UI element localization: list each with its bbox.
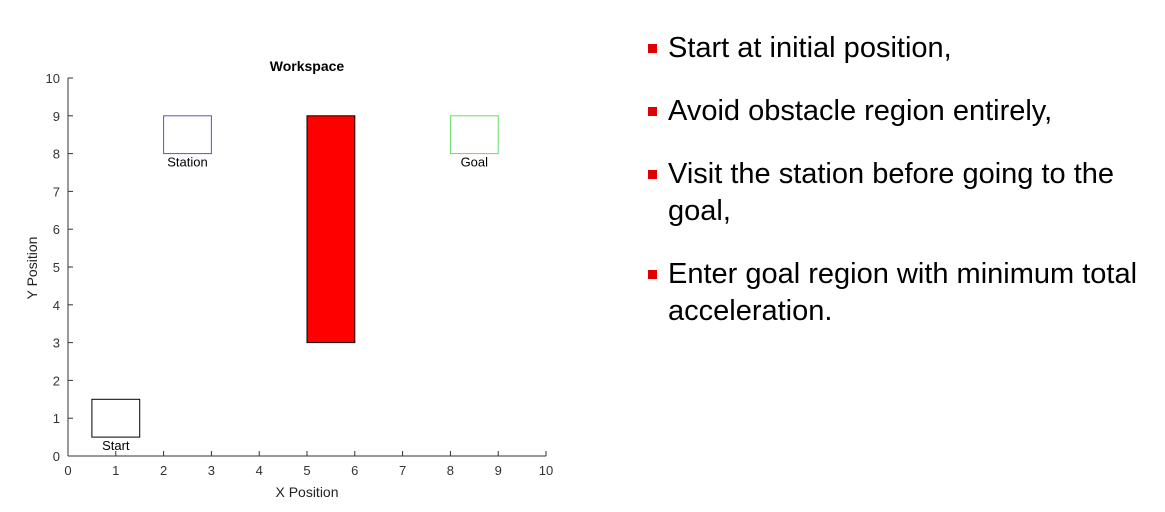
obstacle-region	[306, 115, 356, 344]
y-tick-label: 7	[53, 184, 60, 199]
requirement-text: Avoid obstacle region entirely,	[668, 95, 1053, 127]
y-tick-label: 4	[53, 298, 60, 313]
x-tick-label: 5	[303, 463, 310, 478]
x-tick-label: 1	[112, 463, 119, 478]
requirement-item: Avoid obstacle region entirely,	[648, 93, 1153, 130]
start-label: Start	[102, 438, 130, 453]
requirements-list: Start at initial position, Avoid obstacl…	[648, 30, 1153, 356]
chart-title: Workspace	[270, 58, 345, 74]
y-tick-label: 1	[53, 411, 60, 426]
bullet-square-icon	[648, 170, 657, 179]
station-region	[163, 115, 212, 155]
y-tick-label: 9	[53, 109, 60, 124]
goal-region	[449, 115, 499, 155]
y-tick-label: 6	[53, 222, 60, 237]
bullet-square-icon	[648, 107, 657, 116]
x-tick-label: 10	[539, 463, 553, 478]
y-tick-label: 0	[53, 449, 60, 464]
x-tick-label: 4	[256, 463, 263, 478]
start-region	[91, 398, 141, 438]
y-tick-label: 3	[53, 336, 60, 351]
x-tick-label: 3	[208, 463, 215, 478]
bullet-square-icon	[648, 44, 657, 53]
y-tick-label: 5	[53, 260, 60, 275]
requirement-item: Visit the station before going to the go…	[648, 156, 1153, 230]
regions: Start Station Goal	[91, 115, 499, 453]
workspace-chart: Workspace 0 1 2 3 4 5 6 7 8 9 10 0 1 2 3 4 5 6 7 8 9 10 Start…	[24, 58, 554, 500]
station-label: Station	[167, 155, 207, 170]
x-tick-label: 7	[399, 463, 406, 478]
y-tick-label: 10	[46, 71, 60, 86]
requirement-item: Start at initial position,	[648, 30, 1153, 67]
goal-label: Goal	[461, 155, 489, 170]
x-tick-label: 2	[160, 463, 167, 478]
x-axis-title: X Position	[275, 484, 338, 500]
requirement-item: Enter goal region with minimum total acc…	[648, 256, 1153, 330]
y-tick-label: 8	[53, 147, 60, 162]
requirement-text: Visit the station before going to the go…	[668, 158, 1115, 227]
x-tick-label: 0	[64, 463, 71, 478]
bullet-square-icon	[648, 270, 657, 279]
x-tick-label: 9	[495, 463, 502, 478]
workspace-plot: Workspace 0 1 2 3 4 5 6 7 8 9 10 0 1 2 3 4 5 6 7 8 9 10 Start…	[24, 58, 554, 500]
axes: 0 1 2 3 4 5 6 7 8 9 10 0 1 2 3 4 5 6 7 8 9 10	[46, 71, 554, 478]
x-tick-label: 6	[351, 463, 358, 478]
y-tick-label: 2	[53, 373, 60, 388]
x-tick-label: 8	[447, 463, 454, 478]
y-axis-title: Y Position	[24, 237, 40, 300]
requirement-text: Enter goal region with minimum total acc…	[668, 258, 1138, 327]
requirement-text: Start at initial position,	[668, 32, 952, 64]
